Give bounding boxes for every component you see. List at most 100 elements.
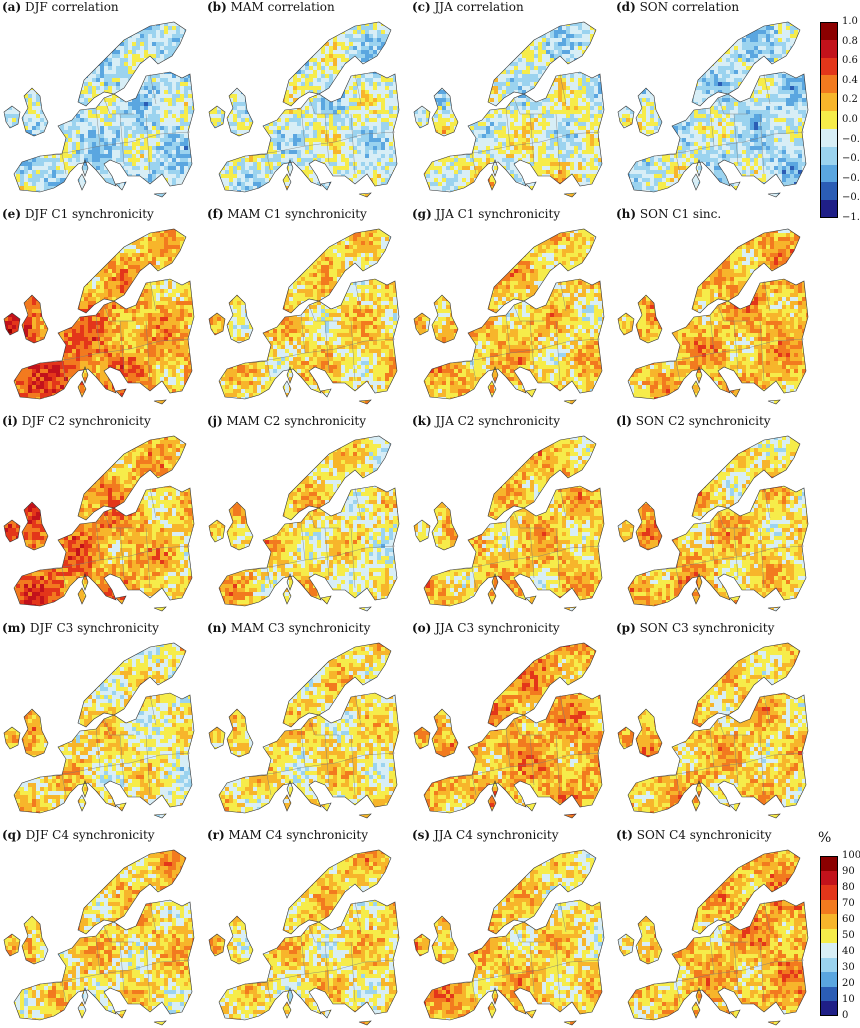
colorbar-tick-label: 100 bbox=[842, 851, 860, 861]
panel-title: (j) MAM C2 synchronicity bbox=[207, 414, 366, 428]
panel-title: (m) DJF C3 synchronicity bbox=[2, 621, 159, 635]
map-panel: (b) MAM correlation bbox=[205, 0, 401, 200]
colorbar-unit-label: % bbox=[818, 830, 831, 846]
panel-tag: (s) bbox=[412, 828, 430, 842]
colorbar-tick-label: 90 bbox=[842, 867, 855, 877]
colorbar-tick-label: 50 bbox=[842, 931, 855, 941]
europe-map bbox=[205, 842, 401, 1028]
panel-tag: (j) bbox=[207, 414, 223, 428]
map-panel: (j) MAM C2 synchronicity bbox=[205, 414, 401, 614]
panel-title: (c) JJA correlation bbox=[412, 0, 524, 14]
panel-title: (p) SON C3 synchronicity bbox=[616, 621, 774, 635]
panel-tag: (n) bbox=[207, 621, 227, 635]
colorbar-tick-label: 0.0 bbox=[842, 115, 858, 125]
europe-map bbox=[614, 14, 810, 200]
map-panel: (f) MAM C1 synchronicity bbox=[205, 207, 401, 407]
panel-label: SON C3 synchronicity bbox=[636, 621, 775, 635]
colorbar-tick-label: −0.8 bbox=[842, 193, 860, 203]
panel-label: JJA C3 synchronicity bbox=[431, 621, 559, 635]
europe-map bbox=[0, 428, 196, 614]
europe-map bbox=[205, 14, 401, 200]
panel-tag: (f) bbox=[207, 207, 224, 221]
panel-label: MAM C1 synchronicity bbox=[224, 207, 367, 221]
map-panel: (a) DJF correlation bbox=[0, 0, 196, 200]
panel-tag: (t) bbox=[616, 828, 633, 842]
panel-title: (s) JJA C4 synchronicity bbox=[412, 828, 558, 842]
panel-title: (a) DJF correlation bbox=[2, 0, 119, 14]
europe-map bbox=[614, 842, 810, 1028]
panel-label: SON C4 synchronicity bbox=[633, 828, 772, 842]
colorbar-tick-label: 60 bbox=[842, 915, 855, 925]
map-panel: (p) SON C3 synchronicity bbox=[614, 621, 810, 821]
panel-label: SON correlation bbox=[636, 0, 739, 14]
panel-title: (k) JJA C2 synchronicity bbox=[412, 414, 560, 428]
panel-tag: (d) bbox=[616, 0, 636, 14]
map-panel: (g) JJA C1 synchronicity bbox=[410, 207, 606, 407]
panel-tag: (m) bbox=[2, 621, 26, 635]
panel-tag: (b) bbox=[207, 0, 227, 14]
panel-title: (o) JJA C3 synchronicity bbox=[412, 621, 560, 635]
europe-map bbox=[0, 14, 196, 200]
colorbar-tick-label: 70 bbox=[842, 899, 855, 909]
panel-title: (q) DJF C4 synchronicity bbox=[2, 828, 155, 842]
panel-label: JJA correlation bbox=[431, 0, 524, 14]
colorbar-tick-label: 0.4 bbox=[842, 76, 858, 86]
panel-tag: (h) bbox=[616, 207, 636, 221]
panel-label: DJF C1 synchronicity bbox=[21, 207, 154, 221]
panel-label: DJF correlation bbox=[21, 0, 119, 14]
colorbar-tick-label: 40 bbox=[842, 947, 855, 957]
panel-label: MAM C2 synchronicity bbox=[223, 414, 366, 428]
panel-tag: (l) bbox=[616, 414, 632, 428]
colorbar-tick-label: 0.8 bbox=[842, 37, 858, 47]
panel-label: SON C2 synchronicity bbox=[632, 414, 771, 428]
panel-label: MAM C3 synchronicity bbox=[227, 621, 370, 635]
europe-map bbox=[410, 14, 606, 200]
europe-map bbox=[614, 635, 810, 821]
panel-title: (d) SON correlation bbox=[616, 0, 739, 14]
map-panel: (q) DJF C4 synchronicity bbox=[0, 828, 196, 1028]
map-panel: (t) SON C4 synchronicity bbox=[614, 828, 810, 1028]
colorbar-tick-label: 10 bbox=[842, 995, 855, 1005]
panel-title: (g) JJA C1 synchronicity bbox=[412, 207, 560, 221]
colorbar-frame bbox=[820, 856, 838, 1016]
colorbar-tick-label: 0.2 bbox=[842, 95, 858, 105]
panel-label: MAM C4 synchronicity bbox=[225, 828, 368, 842]
panel-label: JJA C2 synchronicity bbox=[432, 414, 560, 428]
europe-map bbox=[410, 635, 606, 821]
panel-title: (e) DJF C1 synchronicity bbox=[2, 207, 154, 221]
europe-map bbox=[410, 221, 606, 407]
colorbar-tick-label: −0.4 bbox=[842, 154, 860, 164]
panel-title: (t) SON C4 synchronicity bbox=[616, 828, 772, 842]
map-panel: (r) MAM C4 synchronicity bbox=[205, 828, 401, 1028]
panel-title: (l) SON C2 synchronicity bbox=[616, 414, 771, 428]
europe-map bbox=[614, 428, 810, 614]
panel-title: (r) MAM C4 synchronicity bbox=[207, 828, 368, 842]
panel-label: JJA C1 synchronicity bbox=[432, 207, 560, 221]
map-panel: (c) JJA correlation bbox=[410, 0, 606, 200]
europe-map bbox=[205, 221, 401, 407]
panel-title: (f) MAM C1 synchronicity bbox=[207, 207, 367, 221]
colorbar-tick-label: 0.6 bbox=[842, 56, 858, 66]
colorbar-tick-label: 20 bbox=[842, 979, 855, 989]
panel-title: (i) DJF C2 synchronicity bbox=[2, 414, 151, 428]
panel-tag: (r) bbox=[207, 828, 225, 842]
europe-map bbox=[205, 428, 401, 614]
panel-tag: (a) bbox=[2, 0, 21, 14]
panel-label: JJA C4 synchronicity bbox=[430, 828, 558, 842]
europe-map bbox=[0, 842, 196, 1028]
panel-tag: (p) bbox=[616, 621, 636, 635]
colorbar-tick-label: −1.0 bbox=[842, 213, 860, 223]
panel-tag: (k) bbox=[412, 414, 432, 428]
map-panel: (m) DJF C3 synchronicity bbox=[0, 621, 196, 821]
map-panel: (d) SON correlation bbox=[614, 0, 810, 200]
panel-label: DJF C3 synchronicity bbox=[26, 621, 159, 635]
colorbar-tick-label: −0.6 bbox=[842, 174, 860, 184]
map-panel: (o) JJA C3 synchronicity bbox=[410, 621, 606, 821]
panel-tag: (o) bbox=[412, 621, 431, 635]
panel-tag: (e) bbox=[2, 207, 21, 221]
panel-label: DJF C2 synchronicity bbox=[18, 414, 151, 428]
map-panel: (k) JJA C2 synchronicity bbox=[410, 414, 606, 614]
panel-tag: (i) bbox=[2, 414, 18, 428]
colorbar-tick-label: 30 bbox=[842, 963, 855, 973]
map-panel: (l) SON C2 synchronicity bbox=[614, 414, 810, 614]
